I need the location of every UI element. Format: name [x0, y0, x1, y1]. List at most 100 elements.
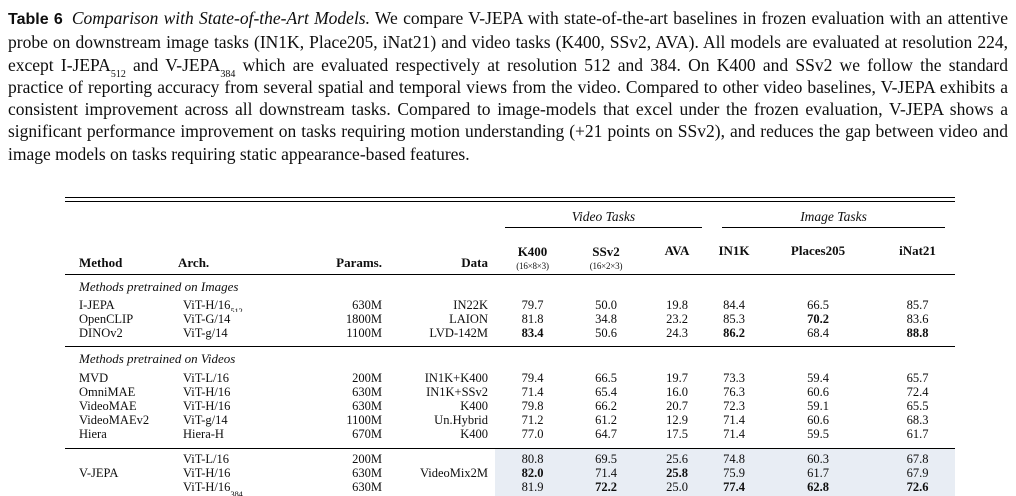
cell-inat21: 72.6: [880, 480, 956, 496]
col-header-in1k: IN1K: [712, 227, 756, 275]
cell-method: OpenCLIP: [79, 312, 134, 326]
arch-subscript: 512: [230, 306, 243, 312]
cell-places205: 60.3: [756, 447, 880, 466]
cell-places205: 60.6: [807, 384, 829, 399]
cell-inat21: 65.5: [906, 399, 929, 414]
cell-places205: 59.4: [807, 370, 829, 385]
cell-ssv2: 72.2: [570, 480, 642, 496]
arch-subscript: 384: [230, 488, 243, 496]
cell-ssv2: 64.7: [595, 427, 617, 442]
cell-arch: ViT-G/14: [183, 312, 231, 326]
cell-data: Un.Hybrid: [434, 413, 488, 428]
cell-params: 630M: [352, 480, 382, 495]
col-header-sublabel: (16×2×3): [589, 260, 623, 271]
cell-method: VideoMAE: [79, 399, 137, 414]
group-header-spacer: [65, 202, 495, 228]
col-header-ssv2: SSv2 (16×2×3): [570, 227, 642, 275]
cell-inat21: 68.3: [906, 413, 929, 428]
cell-data: IN22K: [453, 297, 488, 312]
cell-ssv2: 61.2: [595, 413, 617, 428]
cell-ssv2: 50.0: [595, 297, 617, 312]
section-header: Methods pretrained on Images: [79, 278, 239, 294]
cell-params: 630M: [352, 297, 382, 312]
cell-data: VideoMix2M: [420, 465, 488, 480]
group-header-image-tasks: Image Tasks: [712, 202, 955, 228]
cell-data: IN1K+K400: [424, 370, 488, 385]
cell-method: MVD: [79, 370, 109, 385]
cell-places205: 68.4: [807, 326, 829, 341]
cell-params: 1100M: [346, 413, 382, 428]
cell-in1k: 75.9: [712, 465, 756, 481]
table-row: VideoMAE ViT-H/16 630M K400 79.8 66.2 20.7 72.3…: [65, 399, 955, 413]
cell-data: K400: [460, 427, 488, 442]
comparison-table: Video Tasks Image Tasks Method Arch. Par…: [65, 202, 956, 496]
cell-places205: 60.6: [807, 413, 829, 428]
cell-data: K400: [460, 399, 488, 414]
cell-arch: ViT-H/16: [183, 399, 231, 414]
cell-in1k: 84.4: [723, 297, 745, 312]
cell-places205: 59.5: [807, 427, 829, 442]
cell-k400: 81.9: [495, 480, 570, 496]
cell-in1k: 76.3: [723, 384, 745, 399]
cell-ava: 25.0: [642, 480, 712, 496]
section-header-row: Methods pretrained on Videos: [65, 346, 956, 371]
caption-title: Comparison with State-of-the-Art Models.: [71, 8, 370, 28]
cell-inat21: 67.8: [880, 447, 956, 466]
cell-k400: 71.4: [521, 384, 544, 399]
group-label: Video Tasks: [505, 206, 702, 228]
table-row: OmniMAE ViT-H/16 630M IN1K+SSv2 71.4 65.4 16.0…: [65, 385, 955, 399]
group-header-row: Video Tasks Image Tasks: [65, 202, 955, 228]
cell-k400: 82.0: [495, 465, 570, 481]
cell-method: OmniMAE: [79, 384, 136, 399]
caption-text: We compare V-JEPA with state-of-the-art …: [8, 8, 1008, 75]
cell-params: 630M: [352, 384, 382, 399]
cell-ava: 25.6: [642, 447, 712, 466]
cell-places205: 61.7: [756, 465, 880, 481]
cell-k400: 77.0: [521, 427, 544, 442]
cell-data: LVD-142M: [429, 326, 488, 341]
cell-in1k: 77.4: [712, 480, 756, 496]
section-header-row: Methods pretrained on Images: [65, 274, 955, 298]
cell-data: [390, 480, 495, 496]
table-caption: Table 6 Comparison with State-of-the-Art …: [8, 7, 1008, 165]
cell-inat21: 88.8: [906, 326, 929, 341]
cell-in1k: 74.8: [712, 447, 756, 466]
col-header-data: Data: [390, 227, 495, 275]
cell-in1k: 85.3: [723, 312, 745, 326]
cell-params: 630M: [352, 465, 382, 480]
table-top-rule: [65, 197, 955, 202]
table-row: I-JEPA ViT-H/16512 630M IN22K 79.7 50.0 19.8 84…: [65, 298, 955, 312]
cell-ssv2: 66.5: [595, 370, 617, 385]
table-row: MVD ViT-L/16 200M IN1K+K400 79.4 66.5 19.7 73.3…: [65, 371, 955, 385]
cell-arch: ViT-H/16: [183, 384, 231, 399]
cell-arch: ViT-g/14: [183, 413, 228, 428]
cell-arch: ViT-L/16: [183, 370, 230, 385]
cell-params: 670M: [352, 427, 382, 442]
cell-params: 630M: [352, 399, 382, 414]
cell-inat21: 83.6: [906, 312, 929, 326]
cell-arch: ViT-H/16384: [178, 480, 322, 496]
caption-label: Table 6: [8, 11, 63, 28]
cell-k400: 79.7: [521, 297, 544, 312]
cell-in1k: 73.3: [723, 370, 745, 385]
group-label: Image Tasks: [722, 206, 946, 228]
cell-arch: ViT-L/16: [178, 447, 322, 466]
cell-k400: 79.8: [521, 399, 544, 414]
col-header-inat21: iNat21: [880, 227, 956, 275]
col-header-sublabel: (16×8×3): [516, 260, 549, 271]
cell-ssv2: 34.8: [595, 312, 617, 326]
col-header-k400: K400 (16×8×3): [495, 227, 570, 275]
caption-text: which are evaluated respectively at reso…: [8, 54, 1008, 164]
cell-ava: 17.5: [666, 427, 688, 442]
cell-places205: 70.2: [807, 312, 829, 326]
cell-arch: ViT-g/14: [183, 326, 228, 341]
cell-method: [65, 480, 178, 496]
cell-k400: 81.8: [521, 312, 544, 326]
cell-inat21: 65.7: [906, 370, 929, 385]
cell-arch: ViT-H/16512: [178, 298, 322, 312]
cell-k400: 83.4: [521, 326, 544, 341]
col-header-params: Params.: [322, 227, 390, 275]
table-row: ViT-H/16384 630M 81.9 72.2 25.0 77.4 62.8 72.6: [65, 480, 956, 496]
col-header-label: K400: [517, 243, 548, 259]
